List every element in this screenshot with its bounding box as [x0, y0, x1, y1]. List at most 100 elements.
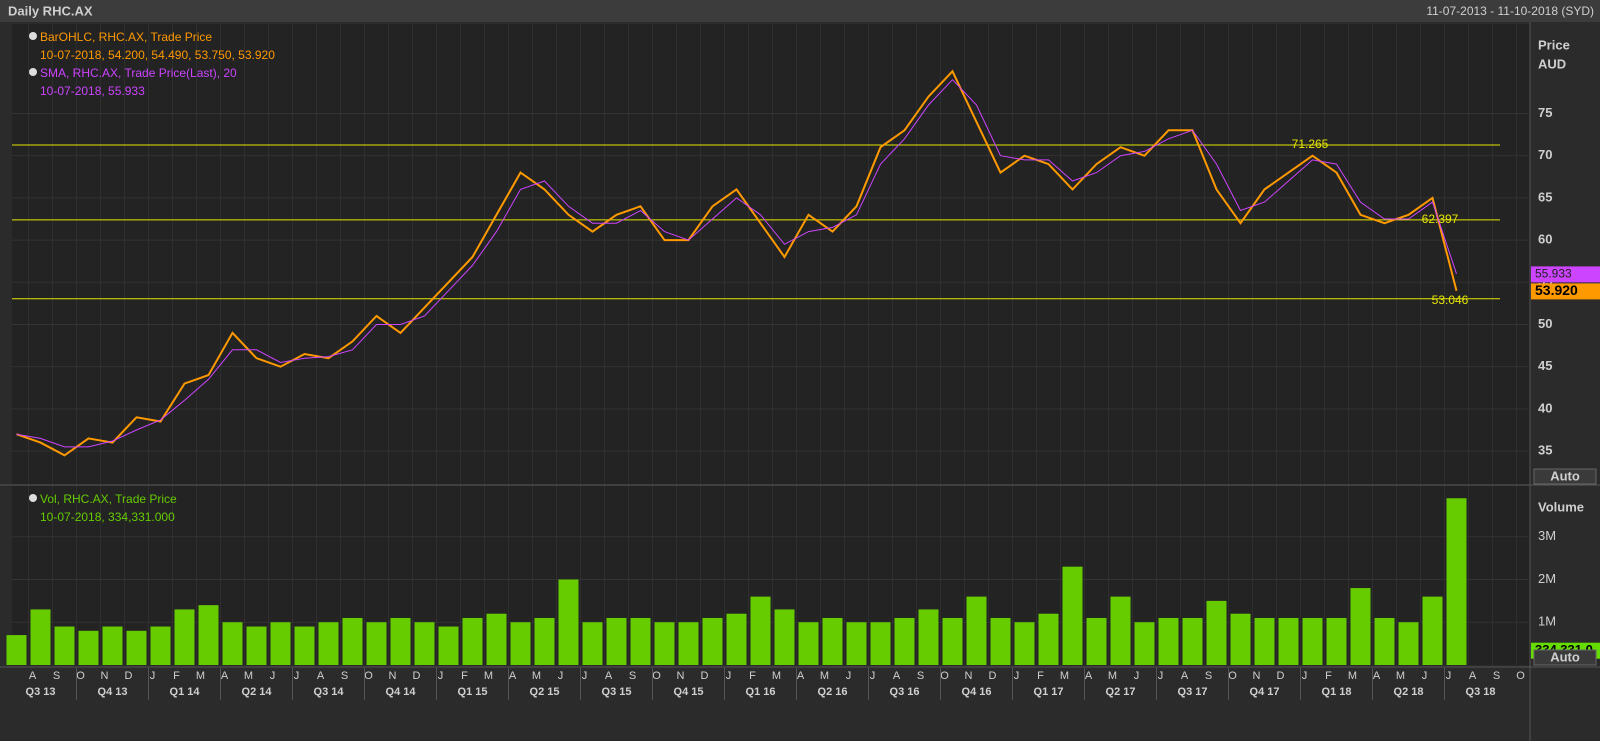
month-label: J: [1134, 670, 1140, 682]
volume-bar: [1398, 622, 1419, 665]
month-label: O: [1228, 670, 1237, 682]
month-label: A: [1373, 670, 1381, 682]
axis-title: Price: [1538, 37, 1570, 52]
quarter-label: Q4 14: [386, 686, 417, 698]
volume-bar: [1014, 622, 1035, 665]
volume-bar: [390, 617, 411, 665]
volume-bar: [534, 617, 555, 665]
last-value-box: [1531, 283, 1600, 300]
y-tick-label: 45: [1538, 358, 1552, 373]
month-label: N: [677, 670, 685, 682]
month-label: J: [438, 670, 444, 682]
quarter-label: Q2 14: [242, 686, 273, 698]
series-line: [16, 69, 1458, 457]
month-label: D: [125, 670, 133, 682]
axis-title: Volume: [1538, 499, 1584, 514]
month-label: J: [870, 670, 876, 682]
volume-bar: [1278, 617, 1299, 665]
month-label: M: [820, 670, 829, 682]
volume-bar: [438, 626, 459, 665]
volume-bar: [846, 622, 867, 665]
volume-bar: [606, 617, 627, 665]
volume-bar: [510, 622, 531, 665]
volume-bar: [1206, 600, 1227, 665]
volume-bar: [582, 622, 603, 665]
volume-bar: [222, 622, 243, 665]
auto-label[interactable]: Auto: [1550, 468, 1580, 483]
quarter-label: Q2 18: [1394, 686, 1424, 698]
quarter-label: Q3 18: [1466, 686, 1496, 698]
quarter-label: Q4 15: [674, 686, 704, 698]
month-label: M: [196, 670, 205, 682]
volume-bar: [894, 617, 915, 665]
quarter-label: Q4 17: [1250, 686, 1280, 698]
quarter-label: Q4 16: [962, 686, 992, 698]
legend-name: Vol, RHC.AX, Trade Price: [40, 492, 177, 506]
legend-detail: 10-07-2018, 55.933: [40, 84, 145, 98]
month-label: A: [605, 670, 613, 682]
last-value-label: 53.920: [1535, 282, 1578, 298]
quarter-label: Q1 18: [1322, 686, 1352, 698]
y-tick-label: 70: [1538, 147, 1552, 162]
volume-bar: [1038, 613, 1059, 665]
y-tick-label: 50: [1538, 316, 1552, 331]
month-label: A: [797, 670, 805, 682]
volume-bar: [246, 626, 267, 665]
month-label: J: [1302, 670, 1308, 682]
volume-bar: [654, 622, 675, 665]
volume-bar: [318, 622, 339, 665]
quarter-label: Q3 15: [602, 686, 632, 698]
volume-bar: [1422, 596, 1443, 665]
month-label: J: [1446, 670, 1452, 682]
month-label: N: [965, 670, 973, 682]
y-tick-label: 75: [1538, 105, 1552, 120]
volume-bar: [1254, 617, 1275, 665]
volume-bar: [1326, 617, 1347, 665]
month-label: O: [940, 670, 949, 682]
month-label: D: [701, 670, 709, 682]
month-label: M: [244, 670, 253, 682]
legend-name: SMA, RHC.AX, Trade Price(Last), 20: [40, 66, 237, 80]
month-label: F: [749, 670, 756, 682]
month-label: O: [76, 670, 85, 682]
volume-bar: [54, 626, 75, 665]
quarter-label: Q2 16: [818, 686, 848, 698]
month-label: N: [389, 670, 397, 682]
y-tick-label: 40: [1538, 400, 1552, 415]
month-label: M: [1348, 670, 1357, 682]
window-title: Daily RHC.AX: [8, 3, 93, 18]
month-label: S: [53, 670, 60, 682]
month-label: A: [1181, 670, 1189, 682]
volume-bar: [1110, 596, 1131, 665]
month-label: S: [341, 670, 348, 682]
month-label: S: [1205, 670, 1212, 682]
auto-button[interactable]: [1533, 468, 1597, 485]
month-label: O: [1516, 670, 1525, 682]
last-value-label: 55.933: [1535, 267, 1572, 281]
legend-icon: [29, 68, 37, 76]
auto-button[interactable]: [1533, 649, 1597, 666]
auto-label[interactable]: Auto: [1550, 649, 1580, 664]
volume-bar: [102, 626, 123, 665]
volume-bar: [750, 596, 771, 665]
volume-bar: [870, 622, 891, 665]
month-label: A: [221, 670, 229, 682]
volume-bar: [1086, 617, 1107, 665]
series-line: [16, 78, 1457, 448]
quarter-label: Q1 16: [746, 686, 776, 698]
month-label: J: [150, 670, 156, 682]
month-label: F: [1325, 670, 1332, 682]
volume-bar: [462, 617, 483, 665]
month-label: M: [1060, 670, 1069, 682]
month-label: S: [917, 670, 924, 682]
y-tick-label: 35: [1538, 443, 1552, 458]
level-label: 62.397: [1422, 212, 1459, 226]
volume-bar: [342, 617, 363, 665]
month-label: S: [1493, 670, 1500, 682]
month-label: J: [726, 670, 732, 682]
month-label: A: [317, 670, 325, 682]
volume-bar: [78, 630, 99, 665]
volume-bar: [630, 617, 651, 665]
month-label: M: [1396, 670, 1405, 682]
